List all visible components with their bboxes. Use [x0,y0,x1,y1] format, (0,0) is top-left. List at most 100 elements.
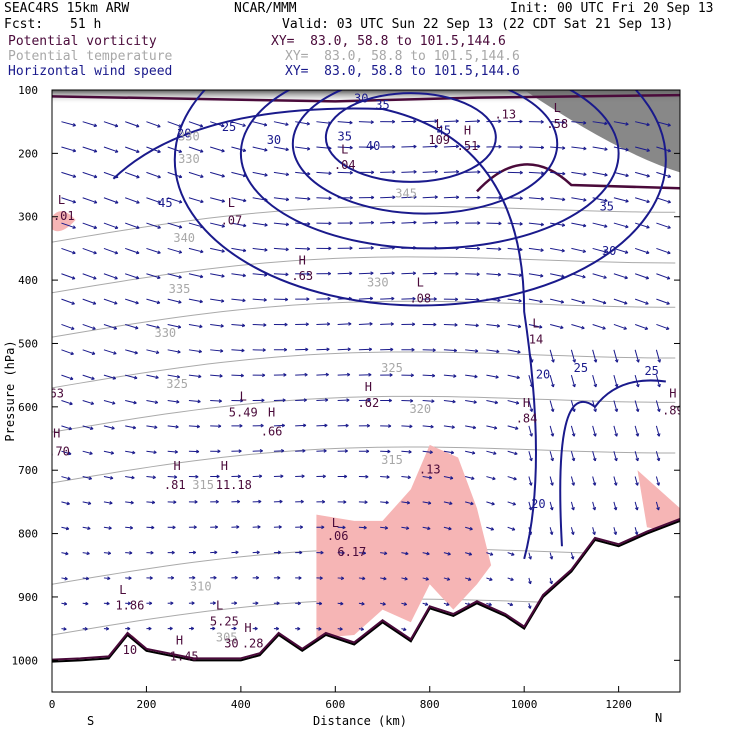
wind-vector-head [112,376,117,380]
wind-vector-head [285,172,290,177]
wind-vector [422,501,432,504]
field-xy-pv: XY= 83.0, 58.8 to 101.5,144.6 [271,34,506,49]
wind-vector [210,273,225,277]
wind-vector-head [281,448,285,453]
wind-vector-head [495,375,499,379]
wind-vector-head [132,450,136,455]
wind-vector-head [328,196,332,201]
wind-vector-head [656,457,661,462]
wind-vector-head [254,626,258,631]
wind-vector [486,349,500,353]
wind-vector-head [469,526,473,531]
wind-vector [61,476,71,480]
wind-vector-head [392,195,396,200]
wind-vector-head [328,221,332,226]
wind-vector [188,171,204,178]
wind-vector [295,121,310,125]
wind-vector [549,375,554,388]
wind-vector-head [260,423,264,428]
wind-vector [571,298,585,304]
wind-vector-head [604,224,608,228]
wind-vector [146,146,161,153]
wind-vector [210,171,225,177]
wind-vector-head [515,426,519,430]
wind-vector-head [425,577,429,581]
wind-vector-head [477,144,481,149]
org-label: NCAR/MMM [234,1,297,16]
wind-vector [358,121,374,123]
wind-vector [61,247,76,254]
wind-vector-head [276,601,280,606]
wind-vector [613,247,629,254]
wind-vector-head [323,449,327,453]
pv-extrema-label: 109 [428,133,450,147]
wind-vector-head [434,169,438,174]
wind-vector [486,476,496,480]
wind-vector-head [69,401,73,406]
wind-vector-head [221,249,225,253]
wind-vector [380,323,394,325]
wind-vector [592,146,608,150]
wind-speed-label: 40 [366,139,380,153]
wind-vector [380,476,390,478]
wind-vector-head [497,272,501,277]
wind-vector-head [518,273,523,278]
wind-vector [146,374,159,379]
wind-vector [82,121,97,127]
wind-vector-head [325,372,329,377]
wind-vector-head [262,348,266,352]
wind-vector-head [172,525,176,530]
wind-vector [358,247,374,249]
pv-extrema-label: 14 [529,332,543,346]
wind-vector [337,323,352,325]
wind-vector [337,146,353,149]
wind-speed-label: 25 [644,364,658,378]
wind-vector [401,247,417,249]
pv-extrema-label: .63 [291,269,313,283]
wind-vector [231,197,247,202]
wind-vector-head [67,451,72,456]
wind-vector-head [549,580,553,585]
pv-extrema-label: L [417,275,424,289]
pv-high-region-topleft [52,211,76,232]
wind-vector-head [431,373,436,378]
wind-vector-head [454,297,459,302]
wind-vector-head [475,323,479,328]
wind-vector-head [105,626,110,631]
x-tick-label: 1000 [511,698,538,711]
wind-vector-head [127,601,131,606]
wind-vector-head [148,626,152,631]
wind-vector [82,273,97,280]
wind-vector-head [347,347,351,352]
wind-vector-head [297,601,301,606]
wind-vector-head [667,174,672,178]
wind-vector [82,197,97,204]
wind-vector-head [178,124,182,128]
wind-vector-head [477,221,481,225]
x-tick-label: 200 [136,698,156,711]
wind-vector-head [263,122,268,127]
wind-vector [61,171,76,178]
theta-label: 325 [381,361,403,375]
wind-vector [549,552,553,560]
wind-vector-head [304,372,308,377]
wind-vector-head [593,408,597,412]
wind-vector-head [604,121,608,126]
wind-vector [465,145,481,148]
wind-vector-head [645,275,650,280]
wind-vector [358,526,367,529]
wind-vector [61,374,74,380]
wind-vector [550,273,565,278]
theta-label: 330 [178,130,200,144]
wind-vector-head [447,551,451,556]
theta-label: 325 [166,377,188,391]
wind-vector [465,526,473,530]
wind-vector [571,121,587,124]
wind-vector-head [348,296,352,301]
wind-vector [103,298,118,305]
wind-vector [507,222,523,225]
wind-vector-head [361,601,365,606]
wind-vector-head [434,144,438,149]
wind-vector [167,323,181,328]
wind-vector [210,197,225,203]
